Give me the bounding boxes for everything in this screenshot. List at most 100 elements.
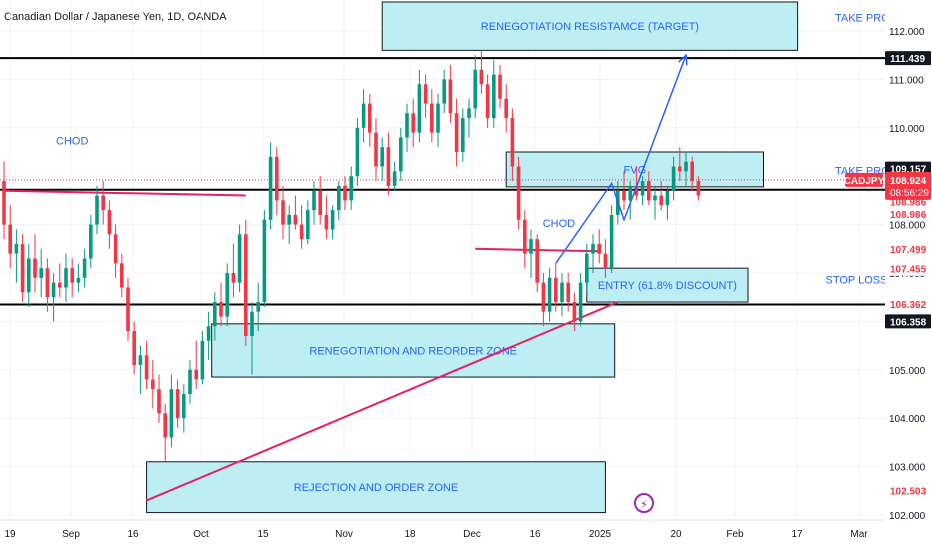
candle[interactable] bbox=[82, 248, 87, 288]
candle[interactable] bbox=[380, 137, 384, 182]
candle[interactable] bbox=[64, 253, 68, 303]
candle[interactable] bbox=[566, 273, 570, 312]
candles[interactable] bbox=[2, 50, 701, 462]
candle[interactable] bbox=[182, 384, 186, 433]
candle[interactable] bbox=[355, 118, 360, 186]
candle[interactable] bbox=[591, 234, 595, 273]
candle[interactable] bbox=[585, 243, 589, 293]
candle[interactable] bbox=[653, 185, 657, 220]
candle[interactable] bbox=[39, 248, 43, 298]
candle[interactable] bbox=[287, 205, 291, 244]
candle[interactable] bbox=[504, 84, 508, 133]
candle[interactable] bbox=[442, 69, 446, 114]
candle[interactable] bbox=[473, 55, 477, 119]
lightning-icon[interactable]: ⚡ bbox=[634, 493, 654, 513]
candle[interactable] bbox=[411, 98, 415, 148]
candle[interactable] bbox=[281, 185, 285, 240]
candle[interactable] bbox=[492, 60, 496, 128]
price-axis[interactable]: 112.000111.000110.000109.000108.000107.0… bbox=[844, 0, 932, 550]
candle[interactable] bbox=[349, 166, 353, 211]
candle[interactable] bbox=[262, 210, 267, 307]
candle[interactable] bbox=[572, 292, 577, 332]
candle[interactable] bbox=[430, 89, 434, 143]
candle[interactable] bbox=[597, 229, 601, 264]
candle[interactable] bbox=[324, 195, 329, 240]
candle[interactable] bbox=[678, 147, 682, 182]
candle[interactable] bbox=[417, 69, 422, 143]
candle[interactable] bbox=[423, 74, 428, 119]
candle[interactable] bbox=[268, 142, 273, 230]
candle[interactable] bbox=[312, 181, 316, 225]
candle[interactable] bbox=[213, 292, 217, 341]
candle[interactable] bbox=[27, 243, 31, 307]
candle[interactable] bbox=[8, 205, 12, 269]
candle[interactable] bbox=[560, 273, 564, 317]
candle[interactable] bbox=[225, 263, 229, 327]
candle[interactable] bbox=[386, 132, 391, 196]
candle[interactable] bbox=[343, 176, 347, 211]
candle[interactable] bbox=[132, 321, 136, 375]
candle[interactable] bbox=[529, 229, 533, 278]
candle[interactable] bbox=[374, 118, 378, 182]
candle[interactable] bbox=[690, 156, 694, 191]
candle[interactable] bbox=[169, 374, 174, 448]
candle[interactable] bbox=[163, 403, 167, 462]
candle[interactable] bbox=[58, 263, 62, 298]
candle[interactable] bbox=[126, 277, 130, 341]
candle[interactable] bbox=[523, 210, 527, 269]
candle[interactable] bbox=[479, 50, 484, 94]
candle[interactable] bbox=[554, 263, 558, 312]
candle[interactable] bbox=[76, 263, 81, 293]
candle[interactable] bbox=[541, 273, 546, 327]
candle[interactable] bbox=[113, 224, 118, 278]
candle[interactable] bbox=[485, 74, 490, 128]
candle[interactable] bbox=[368, 93, 372, 148]
candle[interactable] bbox=[206, 311, 211, 361]
candle[interactable] bbox=[120, 253, 124, 298]
candle[interactable] bbox=[392, 161, 397, 191]
candle[interactable] bbox=[20, 234, 25, 303]
candle[interactable] bbox=[696, 176, 701, 201]
candle[interactable] bbox=[498, 64, 502, 109]
candle[interactable] bbox=[535, 234, 539, 293]
candle[interactable] bbox=[33, 234, 37, 293]
candle[interactable] bbox=[101, 181, 105, 225]
candle[interactable] bbox=[107, 200, 112, 249]
candle[interactable] bbox=[330, 205, 335, 240]
candle[interactable] bbox=[2, 161, 6, 240]
candle[interactable] bbox=[89, 214, 93, 269]
candle[interactable] bbox=[603, 239, 608, 278]
candle[interactable] bbox=[436, 93, 440, 148]
candle[interactable] bbox=[622, 171, 626, 211]
candle[interactable] bbox=[647, 171, 651, 206]
candle[interactable] bbox=[275, 147, 279, 215]
candle[interactable] bbox=[244, 219, 248, 346]
candle[interactable] bbox=[337, 181, 341, 220]
candle[interactable] bbox=[70, 258, 74, 298]
candle[interactable] bbox=[256, 282, 260, 332]
candle[interactable] bbox=[157, 374, 161, 424]
candle[interactable] bbox=[547, 268, 552, 322]
candle[interactable] bbox=[684, 152, 688, 186]
candle[interactable] bbox=[250, 302, 254, 375]
candle[interactable] bbox=[640, 176, 645, 206]
candle[interactable] bbox=[634, 166, 639, 201]
candle[interactable] bbox=[467, 98, 471, 138]
candle[interactable] bbox=[144, 340, 149, 390]
candle[interactable] bbox=[399, 127, 403, 182]
candle[interactable] bbox=[318, 176, 322, 225]
candle[interactable] bbox=[237, 224, 242, 293]
candle[interactable] bbox=[361, 89, 366, 143]
candle[interactable] bbox=[138, 345, 143, 394]
candle[interactable] bbox=[665, 185, 670, 220]
candle[interactable] bbox=[14, 229, 19, 283]
time-axis[interactable]: 19 Sep 16 Oct 15 Nov 18 Dec 16 2025 20 Feb 17 Mar bbox=[0, 519, 885, 550]
candle[interactable] bbox=[628, 181, 632, 220]
candle[interactable] bbox=[231, 243, 236, 298]
candle[interactable] bbox=[448, 64, 453, 123]
candle[interactable] bbox=[188, 360, 192, 404]
candle[interactable] bbox=[299, 205, 304, 249]
candle[interactable] bbox=[609, 205, 614, 273]
candle[interactable] bbox=[51, 273, 56, 322]
